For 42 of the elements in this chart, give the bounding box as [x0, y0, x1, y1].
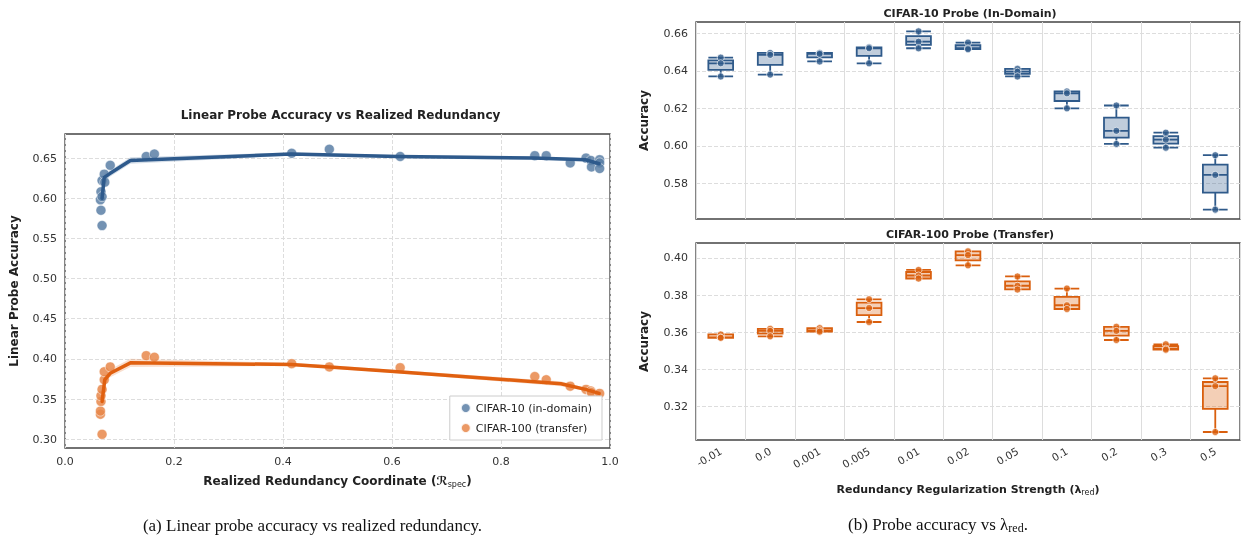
y-tick-label: 0.55 [32, 231, 57, 245]
x-tick-label: 0.02 [944, 444, 971, 467]
y-axis-title: Accuracy [637, 310, 651, 373]
y-tick-label: 0.35 [32, 392, 57, 406]
y-tick-label: 0.36 [663, 325, 688, 339]
y-tick-label: 0.45 [32, 312, 57, 326]
y-tick-label: 0.38 [663, 288, 688, 302]
x-tick-label: 0.6 [383, 455, 401, 468]
y-tick-label: 0.60 [32, 191, 57, 205]
x-tick-label: 0.01 [895, 444, 922, 467]
y-tick-label: 0.30 [32, 432, 57, 446]
y-tick-label: 0.34 [663, 362, 688, 376]
x-tick-label: 0.1 [1049, 444, 1070, 464]
legend-label: CIFAR-100 (transfer) [475, 421, 588, 435]
x-tick-label: 1.0 [601, 455, 619, 468]
x-tick-label: 0.4 [274, 455, 292, 468]
y-tick-label: 0.65 [32, 151, 57, 165]
x-tick-label: 0.3 [1148, 444, 1169, 464]
y-tick-label: 0.40 [663, 251, 688, 265]
x-tick-label: 0.0 [56, 455, 74, 468]
y-tick-label: 0.66 [663, 26, 688, 40]
chart-title: Linear Probe Accuracy vs Realized Redundancy [180, 108, 501, 122]
y-tick-label: 0.50 [32, 272, 57, 286]
x-tick-label: -0.01 [694, 444, 724, 469]
legend-label: CIFAR-10 (in-domain) [475, 401, 593, 415]
y-tick-label: 0.64 [663, 64, 688, 78]
x-tick-label: 0.2 [165, 455, 183, 468]
y-tick-label: 0.62 [663, 101, 688, 115]
x-tick-label: 0.5 [1197, 444, 1219, 464]
y-axis-title: Linear Probe Accuracy [7, 215, 21, 367]
y-axis-title: Accuracy [637, 89, 651, 152]
chart-title: CIFAR-100 Probe (Transfer) [885, 228, 1055, 241]
x-tick-label: 0.0 [752, 444, 774, 464]
y-tick-label: 0.32 [663, 400, 688, 414]
y-tick-label: 0.58 [663, 176, 688, 190]
y-tick-label: 0.40 [32, 352, 57, 366]
y-tick-label: 0.60 [663, 139, 688, 153]
x-tick-label: 0.05 [994, 444, 1021, 467]
text: (a) Linear probe accuracy vs realized redundancy. [142, 516, 483, 535]
x-tick-label: 0.2 [1098, 444, 1120, 464]
x-tick-label: 0.8 [492, 455, 510, 468]
chart-title: CIFAR-10 Probe (In-Domain) [883, 7, 1057, 20]
